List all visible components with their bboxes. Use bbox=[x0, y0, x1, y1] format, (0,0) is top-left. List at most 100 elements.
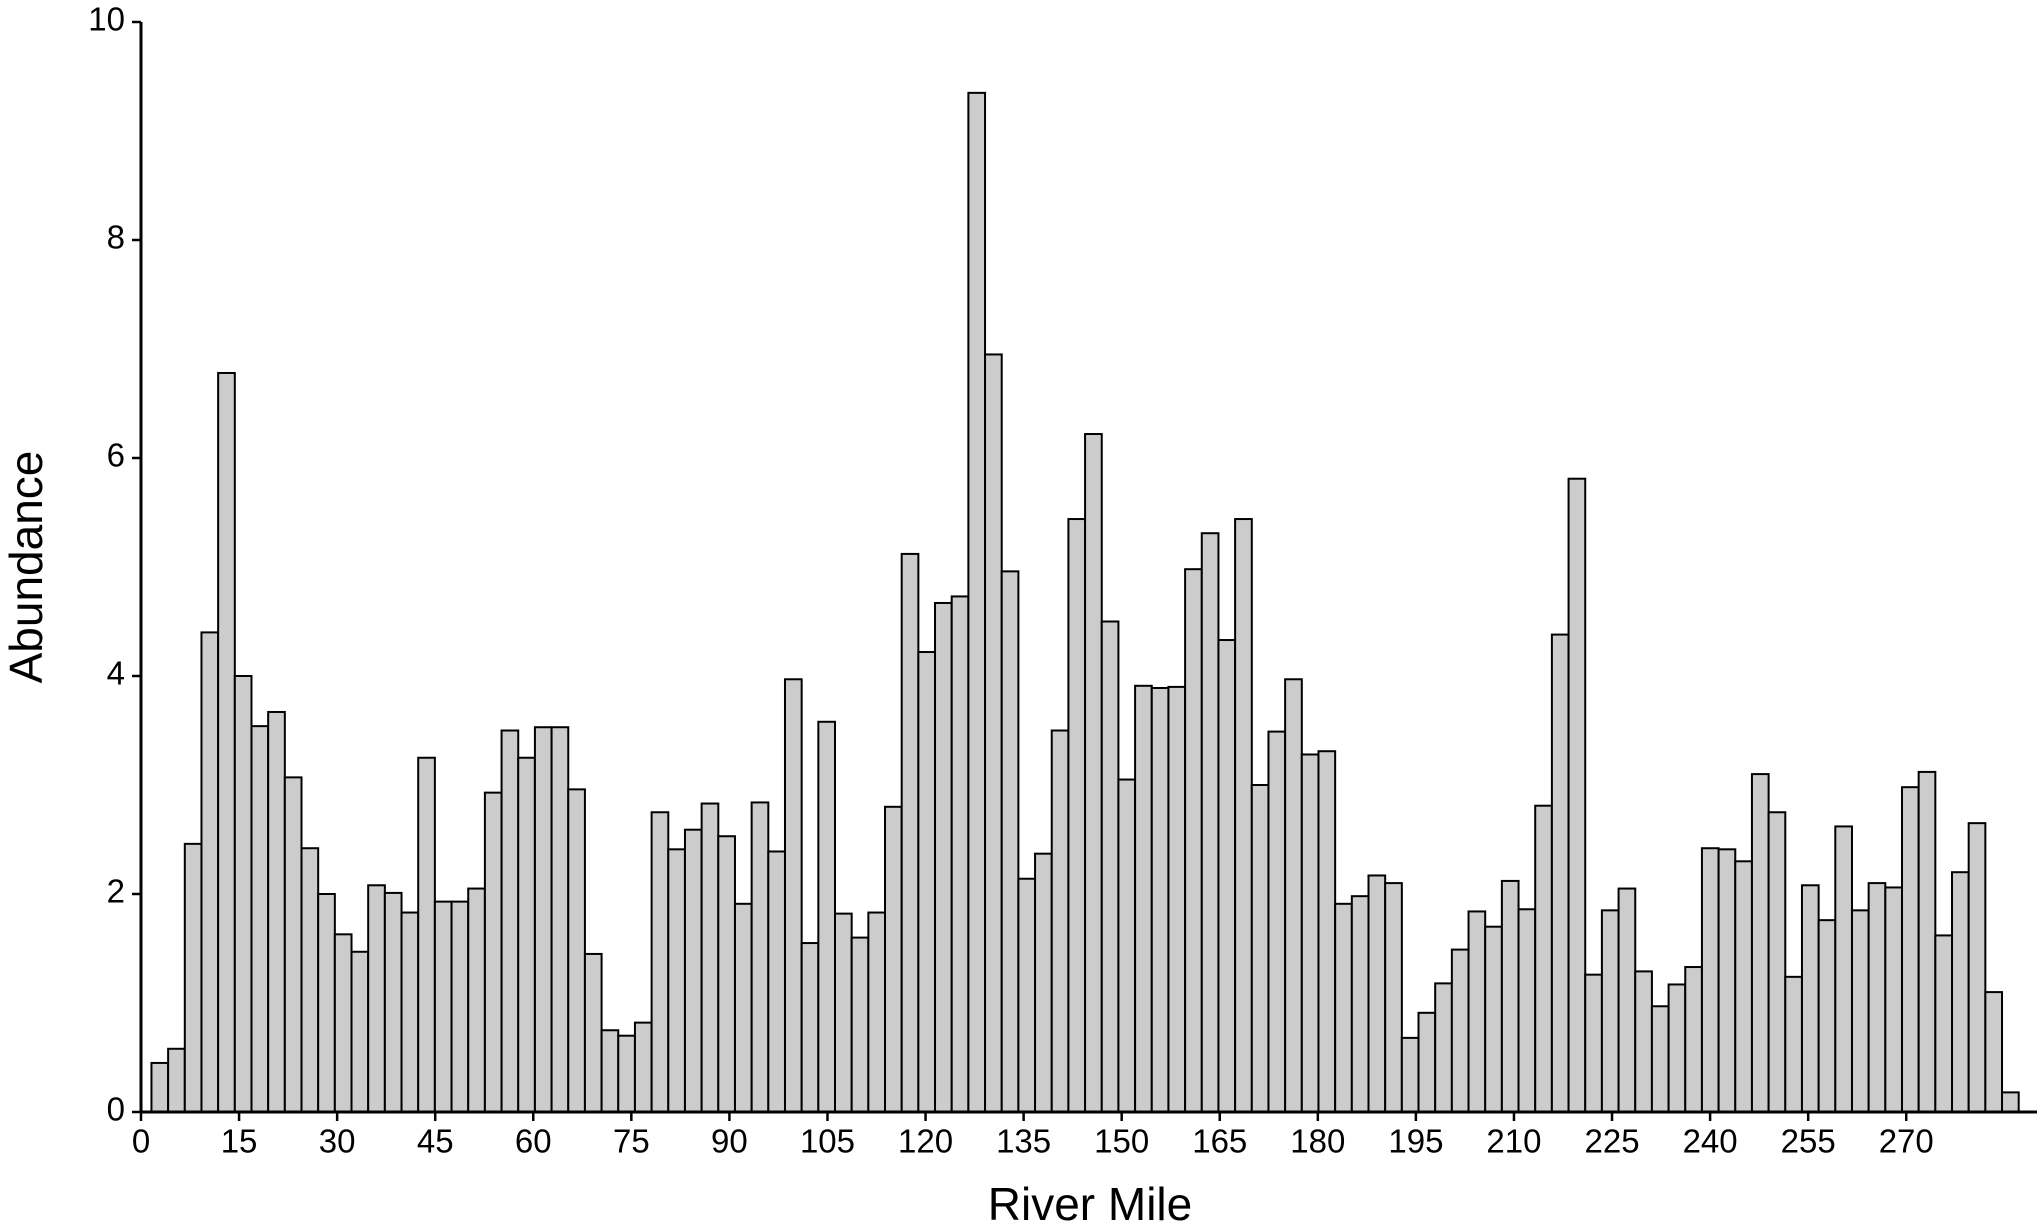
bar bbox=[1234, 518, 1253, 1113]
x-tick-label: 210 bbox=[1486, 1123, 1541, 1160]
bar bbox=[1650, 1005, 1670, 1114]
bar bbox=[1700, 847, 1720, 1113]
bar bbox=[1034, 852, 1053, 1113]
bar bbox=[1100, 620, 1120, 1113]
bar bbox=[1400, 1036, 1420, 1114]
bar bbox=[483, 791, 503, 1113]
bar bbox=[783, 678, 803, 1114]
bar bbox=[383, 891, 403, 1113]
bar bbox=[1884, 886, 1903, 1114]
y-tick-label: 0 bbox=[107, 1091, 125, 1128]
bar bbox=[650, 811, 670, 1113]
bar bbox=[633, 1021, 653, 1113]
x-tick-label: 75 bbox=[613, 1123, 650, 1160]
bar bbox=[1534, 804, 1553, 1114]
bar bbox=[850, 936, 870, 1113]
x-tick-label: 255 bbox=[1781, 1123, 1836, 1160]
bar bbox=[1300, 753, 1320, 1113]
x-tick-label: 195 bbox=[1388, 1123, 1443, 1160]
bar bbox=[1600, 909, 1620, 1113]
x-tick-label: 180 bbox=[1290, 1123, 1345, 1160]
bar bbox=[683, 828, 703, 1113]
bar bbox=[884, 805, 903, 1113]
bar bbox=[317, 893, 336, 1113]
bar bbox=[1717, 848, 1737, 1113]
y-axis-title: Abundance bbox=[0, 451, 52, 684]
bar bbox=[1834, 825, 1853, 1113]
bar bbox=[950, 595, 970, 1113]
x-tick-label: 240 bbox=[1683, 1123, 1738, 1160]
bar bbox=[1617, 887, 1637, 1113]
bar bbox=[1067, 518, 1087, 1113]
bar bbox=[1817, 919, 1837, 1113]
x-tick-label: 150 bbox=[1094, 1123, 1149, 1160]
bar bbox=[834, 912, 853, 1113]
bar bbox=[1800, 884, 1820, 1114]
bar bbox=[967, 91, 987, 1114]
bar bbox=[1984, 991, 2004, 1113]
x-tick-label: 60 bbox=[515, 1123, 552, 1160]
y-tick-label: 2 bbox=[107, 873, 125, 910]
bar bbox=[1117, 778, 1137, 1113]
x-axis-title: River Mile bbox=[988, 1178, 1192, 1230]
bar bbox=[567, 788, 586, 1113]
bar bbox=[283, 776, 303, 1113]
bar bbox=[267, 710, 286, 1113]
bar bbox=[1734, 860, 1753, 1113]
bar bbox=[367, 884, 386, 1114]
bar bbox=[183, 842, 203, 1113]
x-tick-label: 45 bbox=[417, 1123, 454, 1160]
bar bbox=[150, 1061, 170, 1113]
x-tick-label: 135 bbox=[996, 1123, 1051, 1160]
bar bbox=[667, 848, 686, 1113]
x-tick-label: 165 bbox=[1192, 1123, 1247, 1160]
bar bbox=[583, 952, 603, 1114]
bar bbox=[1467, 910, 1487, 1113]
bar bbox=[1550, 633, 1570, 1114]
bar bbox=[1167, 685, 1187, 1114]
x-tick-label: 90 bbox=[711, 1123, 748, 1160]
bar bbox=[1050, 729, 1070, 1113]
x-tick-label: 15 bbox=[221, 1123, 258, 1160]
x-tick-label: 225 bbox=[1585, 1123, 1640, 1160]
bar bbox=[1367, 874, 1387, 1113]
bar bbox=[217, 371, 236, 1114]
y-tick-label: 8 bbox=[107, 219, 125, 256]
bar bbox=[1750, 773, 1770, 1113]
bar bbox=[1584, 973, 1603, 1113]
bar bbox=[433, 900, 453, 1113]
bar bbox=[1500, 879, 1520, 1113]
bar bbox=[1667, 983, 1687, 1113]
bar bbox=[1217, 639, 1237, 1114]
y-tick-label: 6 bbox=[107, 437, 125, 474]
bar bbox=[250, 725, 270, 1113]
bar bbox=[617, 1034, 636, 1113]
bar bbox=[550, 726, 570, 1113]
bar bbox=[1350, 895, 1370, 1113]
bar bbox=[867, 911, 887, 1114]
bar bbox=[167, 1047, 186, 1114]
bar bbox=[900, 552, 920, 1113]
bar bbox=[350, 950, 370, 1114]
y-tick-label: 10 bbox=[88, 1, 125, 38]
bar bbox=[1634, 970, 1653, 1114]
bar bbox=[1684, 966, 1703, 1114]
bar bbox=[1967, 822, 1987, 1114]
bar bbox=[400, 911, 420, 1114]
x-tick-label: 105 bbox=[800, 1123, 855, 1160]
bar bbox=[1184, 568, 1203, 1113]
bar bbox=[2001, 1091, 2020, 1114]
bar bbox=[1250, 784, 1270, 1113]
bar bbox=[1867, 882, 1887, 1113]
bar bbox=[600, 1029, 620, 1113]
bar bbox=[1784, 975, 1803, 1114]
bar bbox=[733, 902, 753, 1113]
bar bbox=[300, 847, 320, 1113]
bar bbox=[1017, 877, 1037, 1113]
bar bbox=[1517, 908, 1537, 1114]
bar bbox=[1934, 934, 1954, 1113]
bar bbox=[750, 801, 770, 1113]
bar bbox=[1434, 982, 1453, 1113]
bar bbox=[1134, 684, 1153, 1113]
bar bbox=[200, 631, 220, 1114]
